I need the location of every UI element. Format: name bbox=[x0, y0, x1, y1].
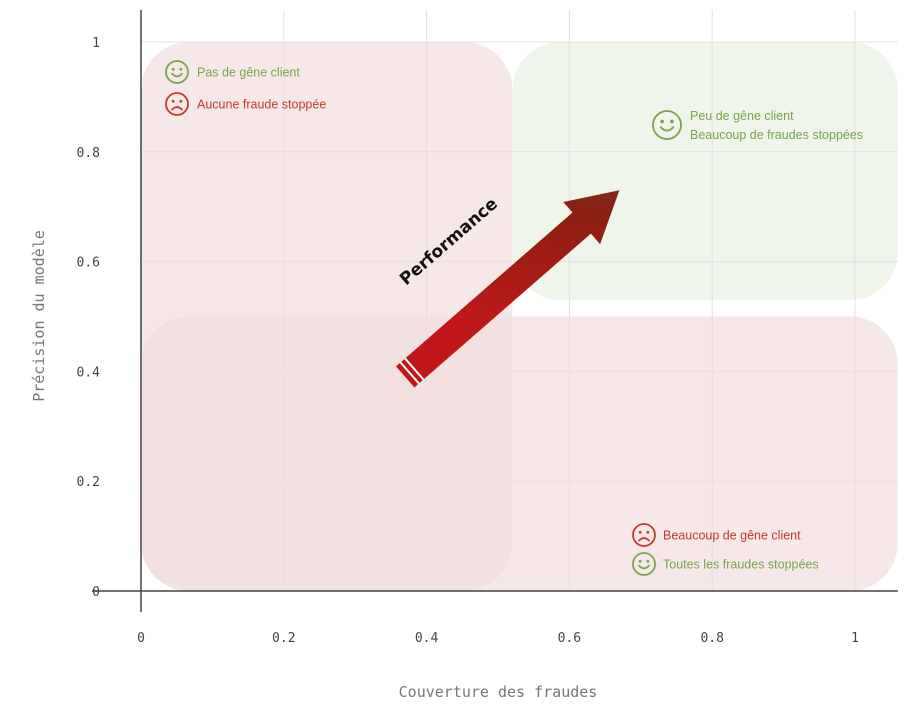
grid-layer bbox=[141, 10, 898, 591]
y-tick-label: 0 bbox=[92, 585, 100, 600]
y-tick-label: 0.2 bbox=[77, 475, 100, 490]
face-frown bbox=[638, 537, 650, 542]
happy-face-icon bbox=[632, 552, 656, 576]
x-tick-label: 0.6 bbox=[558, 631, 581, 646]
x-tick-label: 0.2 bbox=[272, 631, 295, 646]
happy-face-icon bbox=[652, 110, 682, 140]
face-eye bbox=[670, 119, 674, 124]
face-eye bbox=[179, 67, 183, 71]
arrow-tail-stripe bbox=[399, 361, 420, 385]
y-tick-label: 0.6 bbox=[77, 256, 100, 271]
performance-arrow bbox=[395, 190, 620, 388]
x-axis-title: Couverture des fraudes bbox=[399, 683, 598, 701]
face-eye bbox=[646, 559, 650, 563]
annotation-layer: Pas de gêne client Aucune fraude stoppée P… bbox=[165, 60, 863, 576]
face-smile bbox=[659, 126, 675, 132]
face-eye bbox=[171, 67, 175, 71]
x-tick-label: 0.8 bbox=[700, 631, 723, 646]
annotation-text: Beaucoup de gêne client bbox=[663, 529, 801, 543]
x-tick-label: 1 bbox=[851, 631, 859, 646]
region-top-right bbox=[512, 42, 898, 301]
sad-face-icon bbox=[165, 92, 189, 116]
annotation-text: Toutes les fraudes stoppées bbox=[663, 558, 819, 572]
y-tick-label: 0.8 bbox=[77, 146, 100, 161]
y-tick-label: 1 bbox=[92, 36, 100, 51]
face-frown bbox=[171, 106, 183, 111]
face-outline bbox=[652, 110, 682, 140]
tick-layer: 0 0.2 0.4 0.6 0.8 1 0 0.2 0.4 0.6 0.8 1 bbox=[77, 36, 859, 646]
face-smile bbox=[171, 72, 183, 78]
y-axis-title: Précision du modèle bbox=[30, 230, 48, 402]
face-outline bbox=[165, 92, 189, 116]
x-tick-label: 0.4 bbox=[415, 631, 439, 646]
face-eye bbox=[171, 99, 175, 103]
face-eye bbox=[179, 99, 183, 103]
annotation-text: Beaucoup de fraudes stoppées bbox=[690, 128, 863, 142]
sad-face-icon bbox=[632, 523, 656, 547]
y-tick-label: 0.4 bbox=[77, 365, 101, 380]
region-layer bbox=[141, 42, 898, 591]
face-eye bbox=[638, 559, 642, 563]
annotation-text: Aucune fraude stoppée bbox=[197, 98, 326, 112]
region-bottom bbox=[141, 316, 898, 591]
face-outline bbox=[632, 523, 656, 547]
happy-face-icon bbox=[165, 60, 189, 84]
annotation-text: Peu de gêne client bbox=[690, 109, 794, 123]
axes-layer bbox=[92, 10, 898, 612]
face-eye bbox=[646, 530, 650, 534]
arrow-tail-stripe bbox=[404, 357, 425, 381]
face-outline bbox=[632, 552, 656, 576]
arrow-body bbox=[395, 190, 620, 388]
x-tick-label: 0 bbox=[137, 631, 145, 646]
face-smile bbox=[638, 564, 650, 570]
face-eye bbox=[638, 530, 642, 534]
face-outline bbox=[165, 60, 189, 84]
annotation-text: Pas de gêne client bbox=[197, 66, 300, 80]
face-eye bbox=[660, 119, 664, 124]
